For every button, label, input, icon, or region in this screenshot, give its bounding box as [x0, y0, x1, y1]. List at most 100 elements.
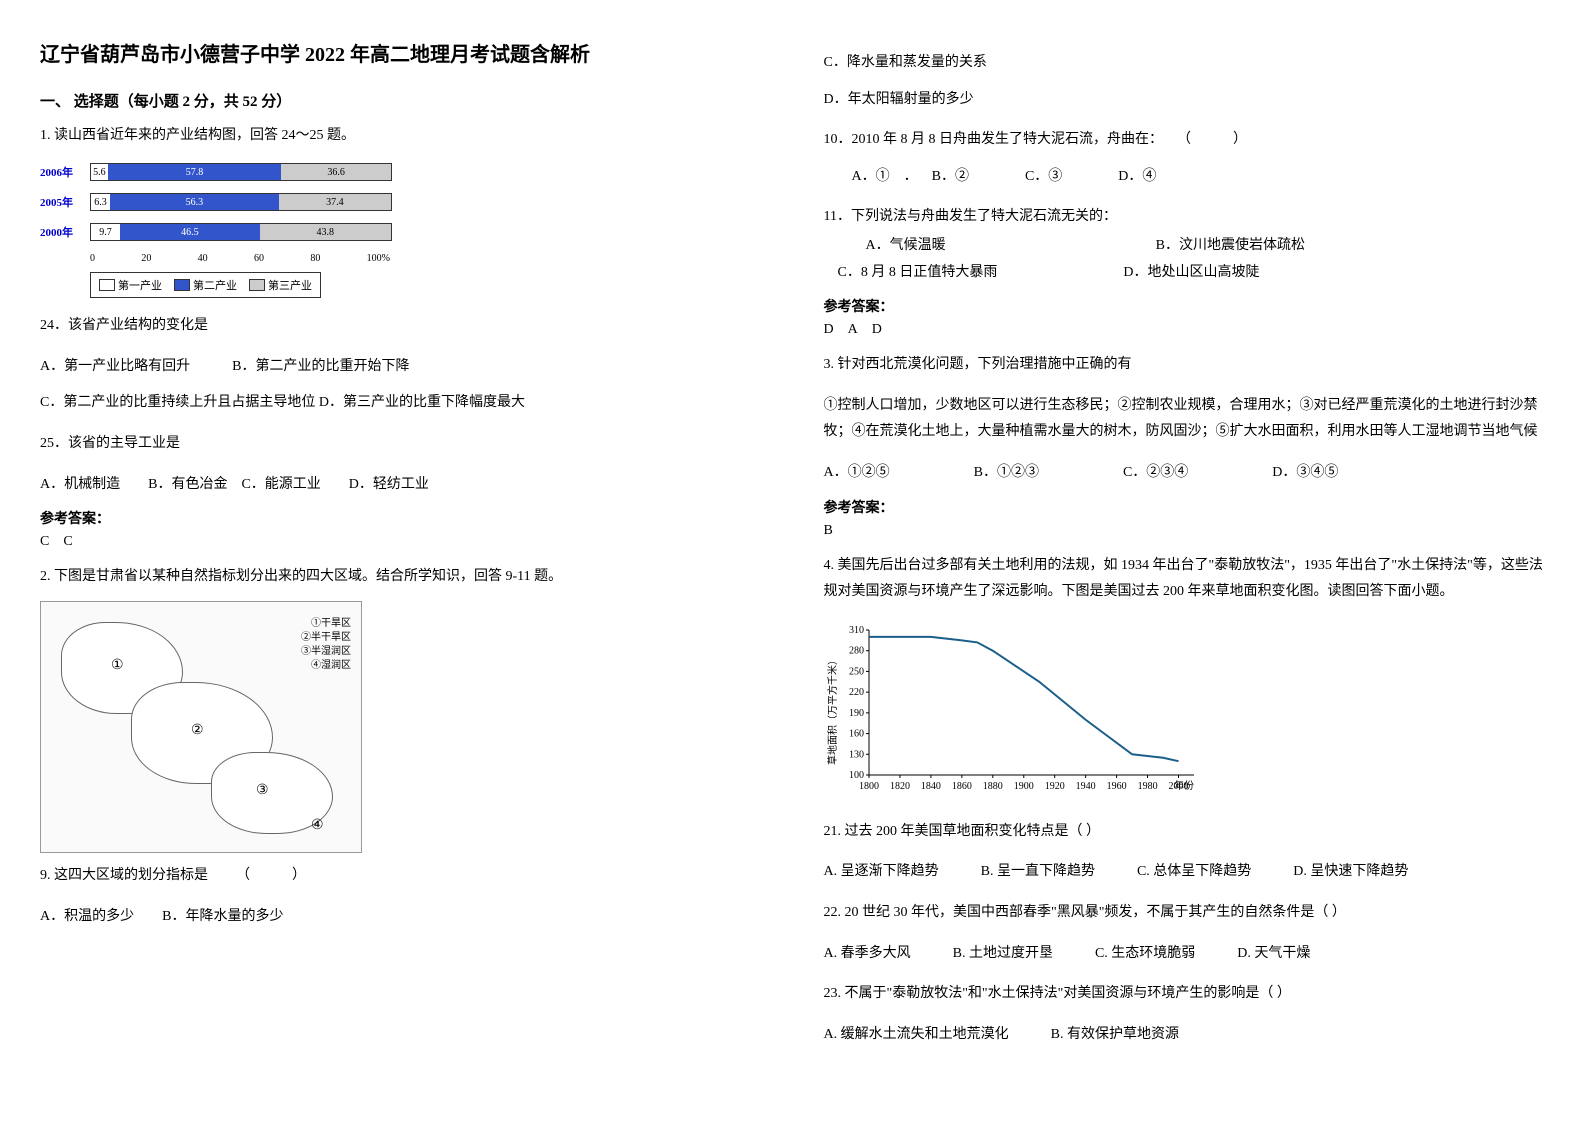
- svg-text:1860: 1860: [951, 781, 971, 792]
- svg-text:280: 280: [849, 645, 864, 656]
- map-label-3: ③半湿润区: [301, 642, 351, 657]
- bar-segment: 36.6: [281, 164, 391, 180]
- legend-label: 第二产业: [193, 277, 237, 293]
- region-marker-2: ②: [191, 722, 204, 739]
- bar-container: 6.356.337.4: [90, 193, 392, 211]
- q11-opts-a: A．气候温暖 B．汶川地震使岩体疏松: [824, 233, 1548, 260]
- bar-segment: 9.7: [91, 224, 120, 240]
- axis-tick: 40: [198, 253, 208, 264]
- svg-text:100: 100: [849, 770, 864, 781]
- answer-label-1: 参考答案：: [40, 508, 764, 528]
- legend-label: 第一产业: [118, 277, 162, 293]
- right-column: C．降水量和蒸发量的关系 D．年太阳辐射量的多少 10．2010 年 8 月 8…: [824, 40, 1548, 1058]
- legend-label: 第三产业: [268, 277, 312, 293]
- q9-opt-c: C．降水量和蒸发量的关系: [824, 50, 1548, 77]
- q22-text: 22. 20 世纪 30 年代，美国中西部春季"黑风暴"频发，不属于其产生的自然…: [824, 900, 1548, 927]
- legend-swatch: [99, 279, 115, 291]
- q23-text: 23. 不属于"泰勒放牧法"和"水土保持法"对美国资源与环境产生的影响是（ ）: [824, 981, 1548, 1008]
- bar-legend: 第一产业 第二产业 第三产业: [90, 272, 321, 298]
- q22-opts: A. 春季多大风 B. 土地过度开垦 C. 生态环境脆弱 D. 天气干燥: [824, 941, 1548, 968]
- q21-text: 21. 过去 200 年美国草地面积变化特点是（ ）: [824, 819, 1548, 846]
- bar-segment: 6.3: [91, 194, 110, 210]
- answer-value-1: C C: [40, 534, 764, 550]
- q10-opts: A．① ． B．② C．③ D．④: [824, 164, 1548, 191]
- q9-text: 9. 这四大区域的划分指标是 （ ）: [40, 863, 764, 890]
- bar-segment: 56.3: [110, 194, 279, 210]
- axis-tick: 20: [141, 253, 151, 264]
- bar-segment: 46.5: [120, 224, 260, 240]
- bar-row: 2006年5.657.836.6: [40, 163, 400, 181]
- map-label-2: ②半干旱区: [301, 628, 351, 643]
- svg-text:草地面积（万平方千米）: 草地面积（万平方千米）: [826, 655, 839, 765]
- bar-segment: 57.8: [108, 164, 281, 180]
- q1-intro: 1. 读山西省近年来的产业结构图，回答 24～25 题。: [40, 123, 764, 148]
- bar-year-label: 2005年: [40, 194, 90, 210]
- svg-text:1840: 1840: [920, 781, 940, 792]
- bar-container: 5.657.836.6: [90, 163, 392, 181]
- answer-value-2: D A D: [824, 322, 1548, 338]
- line-chart-svg: 100 130 160 190 220 250 280 310 1800 1820 1840 1860…: [824, 620, 1204, 800]
- q9-opt-d: D．年太阳辐射量的多少: [824, 87, 1548, 114]
- left-column: 辽宁省葫芦岛市小德营子中学 2022 年高二地理月考试题含解析 一、 选择题（每…: [40, 40, 764, 1058]
- q10-text: 10．2010 年 8 月 8 日舟曲发生了特大泥石流，舟曲在： （ ）: [824, 127, 1548, 154]
- svg-text:130: 130: [849, 749, 864, 760]
- q25-opts: A．机械制造 B．有色冶金 C．能源工业 D．轻纺工业: [40, 472, 764, 499]
- axis-tick: 80: [310, 253, 320, 264]
- svg-text:1820: 1820: [889, 781, 909, 792]
- page-title: 辽宁省葫芦岛市小德营子中学 2022 年高二地理月考试题含解析: [40, 40, 764, 70]
- q3-body: ①控制人口增加，少数地区可以进行生态移民；②控制农业规模，合理用水；③对已经严重…: [824, 393, 1548, 446]
- axis-tick: 60: [254, 253, 264, 264]
- bar-segment: 37.4: [279, 194, 391, 210]
- answer-label-2: 参考答案：: [824, 296, 1548, 316]
- q2-intro: 2. 下图是甘肃省以某种自然指标划分出来的四大区域。结合所学知识，回答 9-11…: [40, 564, 764, 589]
- bar-container: 9.746.543.8: [90, 223, 392, 241]
- legend-item: 第三产业: [249, 277, 312, 293]
- legend-item: 第二产业: [174, 277, 237, 293]
- svg-text:250: 250: [849, 666, 864, 677]
- svg-text:310: 310: [849, 625, 864, 636]
- legend-swatch: [174, 279, 190, 291]
- q3-opts: A．①②⑤ B．①②③ C．②③④ D．③④⑤: [824, 460, 1548, 487]
- q25-text: 25．该省的主导工业是: [40, 431, 764, 458]
- q11-opts-b: C．8 月 8 日正值特大暴雨 D．地处山区山高坡陡: [824, 260, 1548, 287]
- svg-text:160: 160: [849, 728, 864, 739]
- axis-tick: 100%: [367, 253, 390, 264]
- svg-text:年份: 年份: [1174, 779, 1194, 792]
- q4-intro: 4. 美国先后出台过多部有关土地利用的法规，如 1934 年出台了"泰勒放牧法"…: [824, 553, 1548, 606]
- svg-text:1960: 1960: [1106, 781, 1126, 792]
- svg-text:190: 190: [849, 708, 864, 719]
- page-container: 辽宁省葫芦岛市小德营子中学 2022 年高二地理月考试题含解析 一、 选择题（每…: [40, 40, 1547, 1058]
- q24-opts-a: A．第一产业比略有回升 B．第二产业的比重开始下降: [40, 354, 764, 381]
- bar-year-label: 2006年: [40, 164, 90, 180]
- bar-segment: 43.8: [260, 224, 391, 240]
- grassland-line-chart: 100 130 160 190 220 250 280 310 1800 1820 1840 1860…: [824, 620, 1204, 805]
- answer-label-3: 参考答案：: [824, 497, 1548, 517]
- svg-text:1800: 1800: [859, 781, 879, 792]
- q11-text: 11．下列说法与舟曲发生了特大泥石流无关的：: [824, 204, 1548, 231]
- svg-text:1920: 1920: [1044, 781, 1064, 792]
- map-label-1: ①干旱区: [311, 614, 351, 629]
- legend-item: 第一产业: [99, 277, 162, 293]
- svg-text:1940: 1940: [1075, 781, 1095, 792]
- q24-text: 24．该省产业结构的变化是: [40, 313, 764, 340]
- svg-text:1900: 1900: [1013, 781, 1033, 792]
- region-marker-4: ④: [311, 817, 324, 834]
- bar-segment: 5.6: [91, 164, 108, 180]
- q3-text: 3. 针对西北荒漠化问题，下列治理措施中正确的有: [824, 352, 1548, 379]
- svg-text:220: 220: [849, 687, 864, 698]
- section-header: 一、 选择题（每小题 2 分，共 52 分）: [40, 90, 764, 111]
- svg-text:1880: 1880: [982, 781, 1002, 792]
- bar-row: 2005年6.356.337.4: [40, 193, 400, 211]
- map-label-4: ④湿润区: [311, 656, 351, 671]
- gansu-map: ① ② ③ ④ ①干旱区 ②半干旱区 ③半湿润区 ④湿润区: [40, 601, 362, 853]
- q24-opts-b: C．第二产业的比重持续上升且占据主导地位 D．第三产业的比重下降幅度最大: [40, 390, 764, 417]
- bar-row: 2000年9.746.543.8: [40, 223, 400, 241]
- region-marker-1: ①: [111, 657, 124, 674]
- legend-swatch: [249, 279, 265, 291]
- bar-axis: 0 20 40 60 80 100%: [90, 253, 390, 264]
- bar-year-label: 2000年: [40, 224, 90, 240]
- axis-tick: 0: [90, 253, 95, 264]
- industry-bar-chart: 2006年5.657.836.62005年6.356.337.42000年9.7…: [40, 163, 400, 298]
- q9-opt-a: A．积温的多少 B．年降水量的多少: [40, 904, 764, 931]
- q23-opts: A. 缓解水土流失和土地荒漠化 B. 有效保护草地资源: [824, 1022, 1548, 1049]
